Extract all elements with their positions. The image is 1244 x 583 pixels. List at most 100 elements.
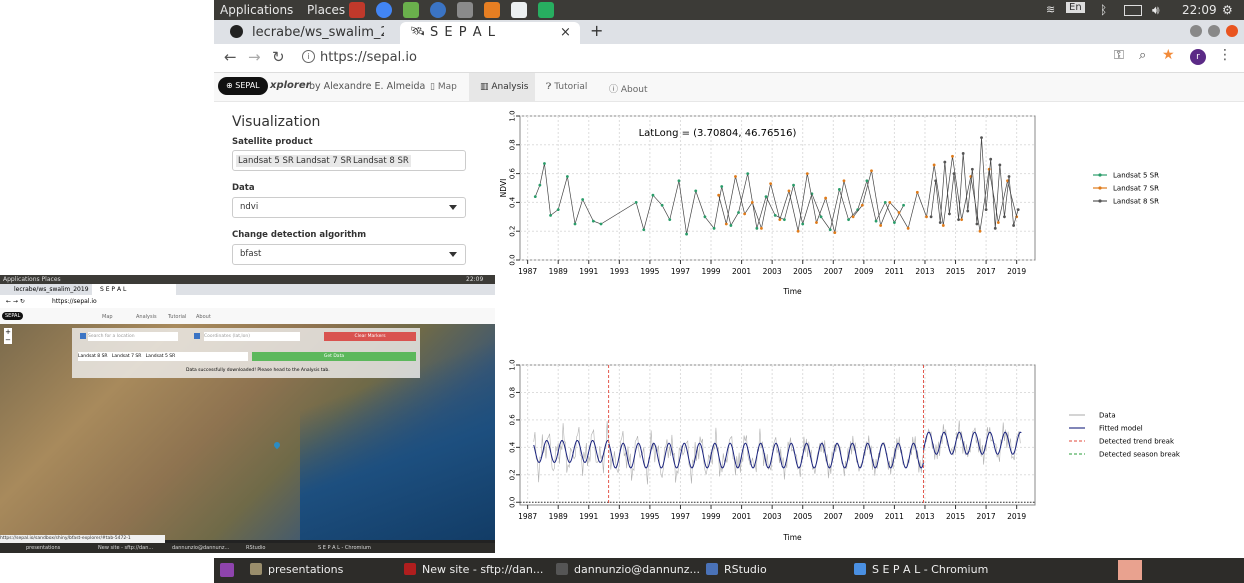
inset-tab[interactable]: S E P A L: [100, 286, 127, 293]
get-data-button[interactable]: Get Data: [252, 352, 416, 361]
key-icon[interactable]: ⚿: [1114, 48, 1124, 63]
tab-tutorial[interactable]: ❓︎ Tutorial: [546, 82, 588, 92]
algo-select-value: bfast: [240, 249, 262, 259]
logo-text: SEPAL: [235, 81, 260, 90]
data-point: [837, 188, 841, 191]
tab-sepal[interactable]: 🛰︎ S E P A L ×: [400, 22, 580, 44]
x-tick-label: 2011: [885, 267, 904, 276]
data-point: [851, 215, 855, 219]
series-line: [930, 137, 1019, 229]
info-icon[interactable]: i: [302, 50, 315, 63]
bookmark-star-icon[interactable]: ★: [1162, 47, 1175, 63]
language-indicator[interactable]: En: [1066, 2, 1085, 13]
forward-icon[interactable]: →: [248, 48, 261, 66]
new-tab-icon[interactable]: +: [590, 21, 604, 40]
back-icon[interactable]: ←: [224, 48, 237, 66]
product-chip[interactable]: Landsat 7 SR: [294, 155, 354, 167]
wifi-icon[interactable]: ≋: [1046, 3, 1056, 16]
gis-tool-icon[interactable]: [538, 2, 554, 18]
rstudio-icon[interactable]: [430, 2, 446, 18]
inset-status-message: Data successfully downloaded! Please hea…: [186, 368, 330, 373]
url-field[interactable]: https://sepal.io: [320, 50, 417, 65]
inset-task[interactable]: New site - sftp://dan...: [98, 545, 154, 551]
workspace-switcher[interactable]: [1118, 560, 1142, 580]
product-multiselect[interactable]: Landsat 5 SR Landsat 7 SR Landsat 8 SR: [232, 150, 466, 171]
inset-task[interactable]: presentations: [26, 545, 61, 551]
inset-active-tab[interactable]: [92, 284, 176, 295]
inset-nav-icons[interactable]: ← → ↻: [6, 298, 25, 305]
x-tick-label: 1989: [549, 267, 568, 276]
clock[interactable]: 22:09: [1182, 3, 1217, 17]
x-tick-label: 2015: [946, 267, 965, 276]
algo-select[interactable]: bfast: [232, 244, 466, 265]
files-icon[interactable]: [484, 2, 500, 18]
data-select[interactable]: ndvi: [232, 197, 466, 218]
zoom-icon[interactable]: ⌕: [1139, 48, 1147, 63]
data-point: [720, 185, 724, 188]
tab-github[interactable]: lecrabe/ws_swalim_2019: [222, 22, 402, 44]
x-tick-label: 2013: [915, 512, 934, 521]
data-point: [729, 224, 733, 227]
inset-nav[interactable]: Tutorial: [168, 314, 187, 320]
battery-icon[interactable]: [1124, 5, 1142, 16]
map-marker-icon[interactable]: [272, 440, 282, 450]
menu-dots-icon[interactable]: ⋮: [1218, 47, 1232, 63]
legend-label: Landsat 5 SR: [1113, 172, 1159, 180]
inset-search-input[interactable]: Search for a location: [88, 332, 178, 341]
satellite-map[interactable]: + − Search for a location Coordinates (la…: [0, 324, 495, 540]
inset-url[interactable]: https://sepal.io: [52, 298, 97, 305]
data-point: [948, 212, 951, 216]
profile-avatar[interactable]: r: [1190, 49, 1206, 65]
volume-icon[interactable]: 🔊︎: [1152, 3, 1160, 17]
applications-menu[interactable]: Applications: [220, 3, 294, 17]
show-desktop-icon[interactable]: [220, 563, 234, 577]
bluetooth-icon[interactable]: ᛒ: [1100, 3, 1108, 17]
app-byline: by Alexandre E. Almeida: [309, 81, 426, 92]
inset-status-url: https://sepal.io/sandbox/shiny/bfast-exp…: [0, 535, 165, 543]
data-point: [842, 179, 846, 183]
clear-markers-button[interactable]: Clear Markers: [324, 332, 416, 341]
inset-task[interactable]: S E P A L - Chromium: [318, 545, 371, 551]
maximize-icon[interactable]: [1208, 25, 1220, 37]
inset-tab[interactable]: lecrabe/ws_swalim_2019: [14, 286, 89, 293]
zoom-controls[interactable]: + −: [4, 328, 12, 344]
data-point: [957, 218, 960, 222]
inset-task[interactable]: RStudio: [246, 545, 266, 551]
settings-app-icon[interactable]: [349, 2, 365, 18]
reload-icon[interactable]: ↻: [272, 48, 285, 66]
tab-analysis[interactable]: ▥ Analysis: [480, 82, 529, 92]
close-window-icon[interactable]: [1226, 25, 1238, 37]
data-point: [824, 196, 828, 200]
chromium-icon[interactable]: [376, 2, 392, 18]
minimize-icon[interactable]: [1190, 25, 1202, 37]
inset-nav[interactable]: Map: [102, 314, 113, 320]
inset-logo[interactable]: SEPAL: [2, 312, 24, 320]
tab-map[interactable]: ▯ Map: [430, 82, 457, 92]
places-menu[interactable]: Places: [307, 3, 346, 17]
inset-nav[interactable]: Analysis: [136, 314, 157, 320]
data-point: [668, 218, 672, 222]
data-point: [796, 229, 800, 233]
close-tab-icon[interactable]: ×: [560, 25, 571, 40]
data-select-value: ndvi: [240, 202, 259, 212]
data-point: [787, 189, 791, 193]
data-point: [634, 201, 638, 204]
product-chip[interactable]: Landsat 8 SR: [351, 155, 411, 167]
tab-about[interactable]: ⓘ About: [609, 85, 648, 95]
editor-icon[interactable]: [511, 2, 527, 18]
data-point: [893, 221, 896, 224]
data-point: [685, 232, 688, 236]
inset-task[interactable]: dannunzio@dannunz...: [172, 545, 230, 551]
sepal-logo[interactable]: ⊕ SEPAL: [218, 77, 268, 95]
product-chip[interactable]: Landsat 5 SR: [236, 155, 296, 167]
data-point: [778, 218, 782, 222]
ndvi-timeseries-chart: 1987 1989 1991 1993 1995 1997 1999 2001 2003 2005…: [499, 110, 1159, 296]
qgis-icon[interactable]: [403, 2, 419, 18]
x-tick-label: 2017: [977, 512, 996, 521]
inset-nav[interactable]: About: [196, 314, 211, 320]
calculator-icon[interactable]: [457, 2, 473, 18]
power-gear-icon[interactable]: ⚙: [1222, 3, 1233, 17]
inset-products[interactable]: Landsat 8 SR Landsat 7 SR Landsat 5 SR: [78, 352, 248, 361]
data-point: [737, 211, 740, 214]
inset-coords-input[interactable]: Coordinates (lat,lon): [204, 332, 300, 341]
